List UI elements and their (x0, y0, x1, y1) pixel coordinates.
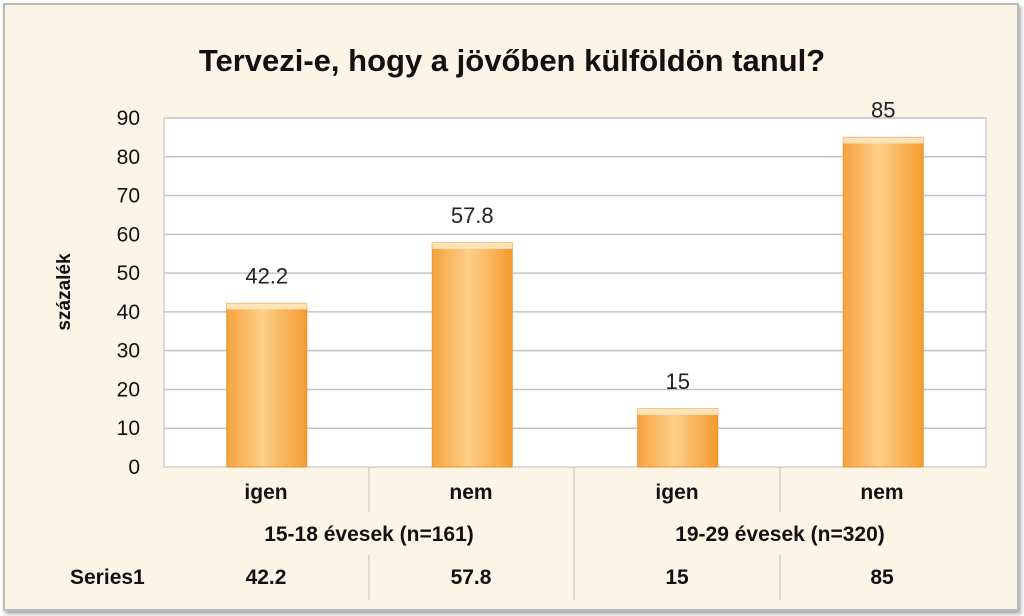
y-tick-label: 0 (128, 456, 140, 479)
y-tick-label: 40 (117, 301, 140, 324)
y-tick-label: 50 (117, 262, 140, 285)
category-table: igen nem igen nem 15-18 évesek (n=161) 1… (70, 467, 904, 600)
y-tick-label: 20 (117, 378, 140, 401)
data-label: 57.8 (451, 203, 494, 228)
group-label: 15-18 évesek (n=161) (264, 523, 474, 546)
bar-cap (432, 242, 513, 249)
series-label: Series1 (70, 566, 145, 589)
y-tick-label: 30 (117, 340, 140, 363)
data-label: 15 (666, 369, 690, 394)
bar-cap (637, 408, 718, 415)
data-label: 85 (871, 97, 895, 122)
table-value: 85 (870, 566, 894, 589)
y-tick-label: 10 (117, 417, 140, 440)
bar-cap (226, 303, 307, 310)
y-tick-label: 60 (117, 223, 140, 246)
table-value: 57.8 (451, 566, 492, 589)
table-value: 15 (665, 566, 689, 589)
y-tick-label: 80 (117, 146, 140, 169)
bar (226, 302, 308, 468)
chart-title: Tervezi-e, hogy a jövőben külföldön tanu… (199, 43, 825, 78)
table-value: 42.2 (246, 566, 287, 589)
bar (637, 408, 719, 468)
bar (431, 242, 513, 468)
y-axis-ticks: 0 10 20 30 40 50 60 70 80 90 (117, 107, 140, 479)
bars (226, 136, 924, 468)
y-axis-label: százalék (54, 253, 75, 331)
bar-cap (843, 137, 924, 144)
category-label: nem (860, 481, 903, 504)
y-tick-label: 90 (117, 107, 140, 130)
y-tick-label: 70 (117, 185, 140, 208)
data-labels: 42.2 57.8 15 85 (245, 97, 895, 393)
data-label: 42.2 (245, 263, 288, 288)
bar (842, 136, 924, 468)
group-label: 19-29 évesek (n=320) (675, 523, 885, 546)
category-label: nem (449, 481, 492, 504)
category-label: igen (655, 481, 698, 504)
category-label: igen (244, 481, 287, 504)
